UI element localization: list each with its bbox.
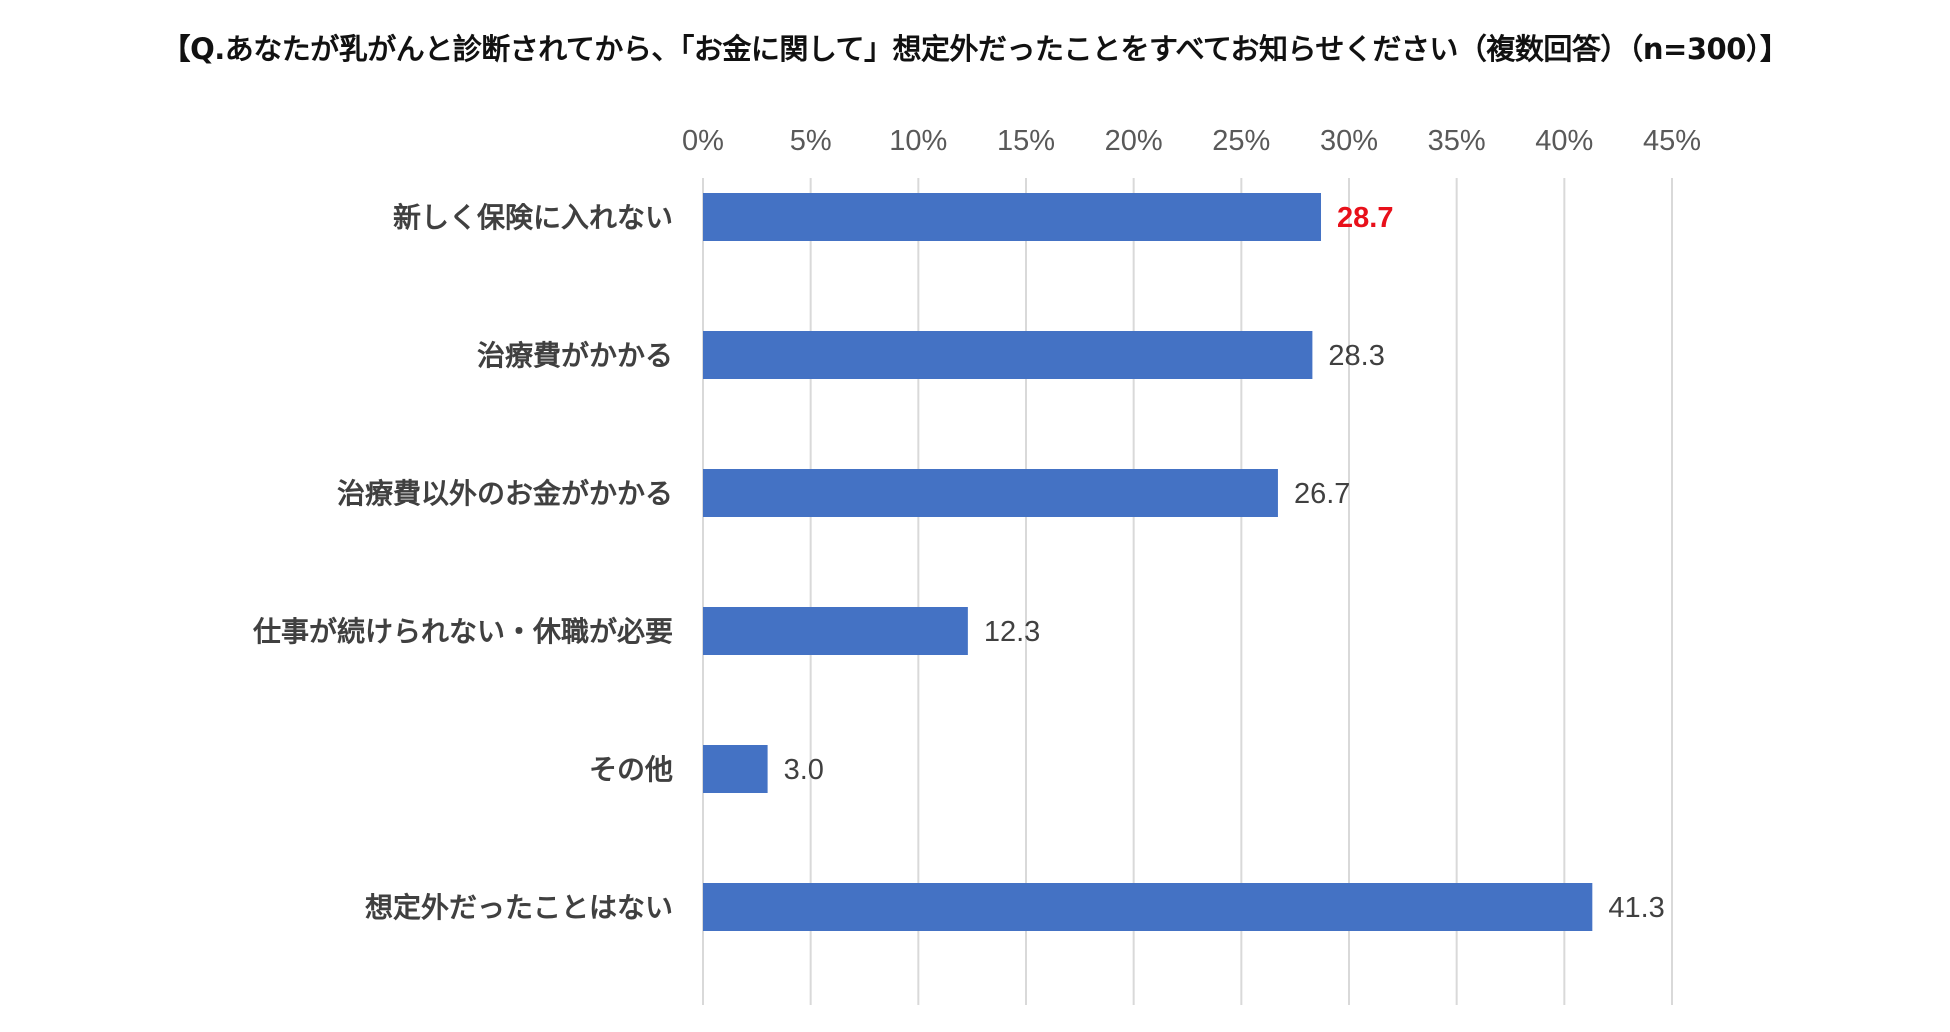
bars [703, 193, 1593, 931]
category-label: 新しく保険に入れない [393, 201, 673, 234]
bar [703, 193, 1322, 241]
grid-lines [702, 178, 1673, 1005]
category-label: 治療費以外のお金がかかる [337, 477, 673, 510]
category-label: 仕事が続けられない・休職が必要 [252, 615, 673, 648]
x-tick-label: 30% [1320, 125, 1378, 157]
x-tick-label: 35% [1428, 125, 1486, 157]
value-label: 41.3 [1608, 892, 1664, 924]
x-tick-label: 20% [1105, 125, 1163, 157]
value-label: 26.7 [1294, 478, 1350, 510]
chart-title: 【Q.あなたが乳がんと診断されてから、「お金に関して」想定外だったことをすべてお… [161, 32, 1789, 66]
value-labels: 28.7 28.3 26.7 12.3 3.0 41.3 [784, 202, 1665, 924]
x-axis-ticks: 0% 5% 10% 15% 20% 25% 30% 35% 40% 45% [682, 125, 1701, 157]
category-labels: 新しく保険に入れない治療費がかかる治療費以外のお金がかかる仕事が続けられない・休… [252, 201, 673, 924]
value-label: 28.3 [1328, 340, 1384, 372]
bar [703, 883, 1593, 931]
x-tick-label: 45% [1643, 125, 1701, 157]
bar [703, 469, 1278, 517]
category-label: 想定外だったことはない [365, 891, 673, 924]
category-label: 治療費がかかる [477, 339, 673, 372]
x-tick-label: 40% [1535, 125, 1593, 157]
x-tick-label: 0% [682, 125, 724, 157]
x-tick-label: 10% [889, 125, 947, 157]
bar [703, 331, 1313, 379]
bar [703, 745, 768, 793]
x-tick-label: 25% [1212, 125, 1270, 157]
value-label: 12.3 [984, 616, 1040, 648]
value-label: 28.7 [1337, 202, 1393, 234]
x-tick-label: 5% [790, 125, 832, 157]
x-tick-label: 15% [997, 125, 1055, 157]
category-label: その他 [589, 753, 673, 786]
value-label: 3.0 [784, 754, 824, 786]
bar [703, 607, 968, 655]
